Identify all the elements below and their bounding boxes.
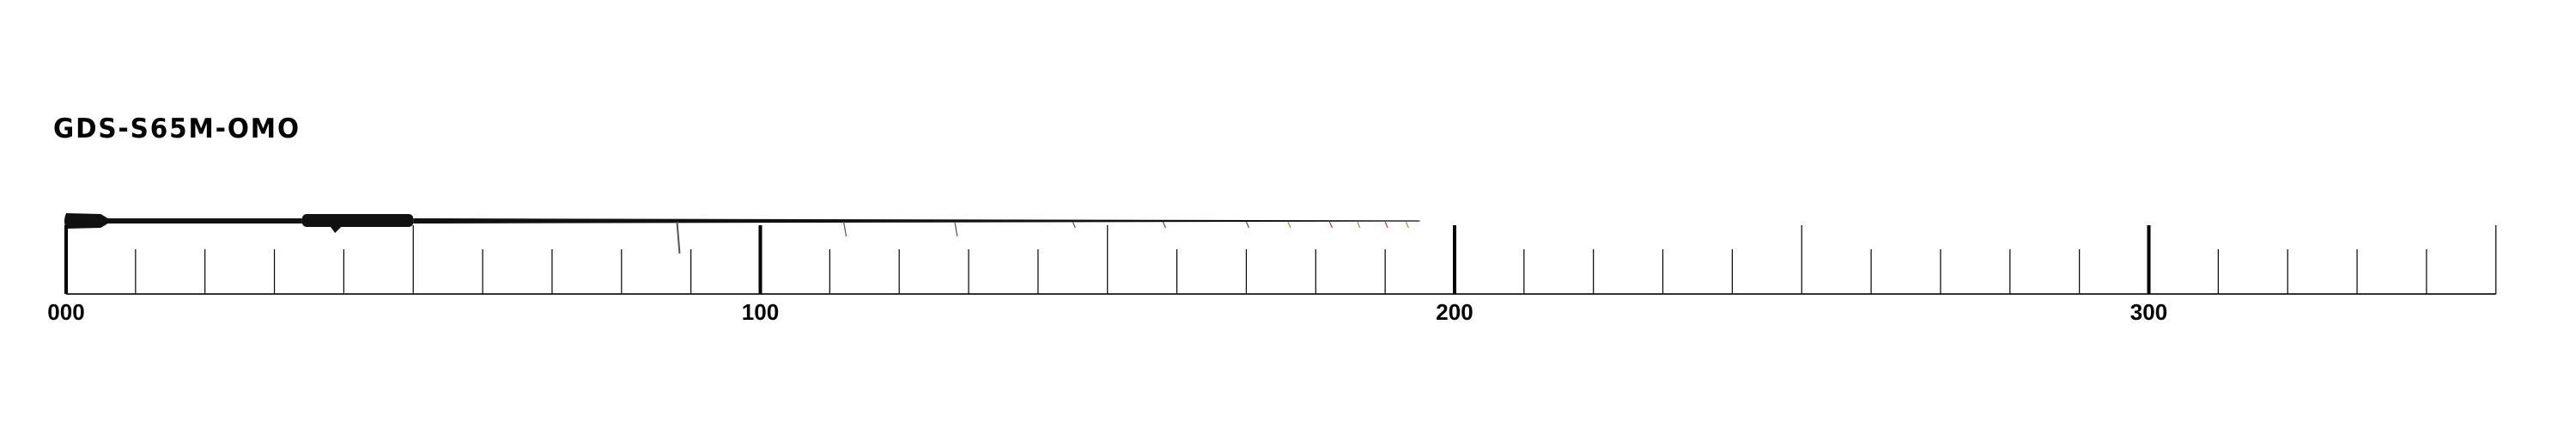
rod-guide [1245, 221, 1250, 229]
tick-label: 300 [2130, 299, 2167, 325]
rod-blank [413, 218, 1420, 224]
rod-guide [1384, 221, 1388, 229]
rod-guide [1357, 221, 1361, 229]
rod-guide [1405, 221, 1409, 229]
fishing-rod [64, 213, 1420, 254]
model-title: GDS-S65M-OMO [53, 113, 301, 144]
rod-guide [1287, 221, 1291, 229]
length-ruler: 000 100 200 300 [47, 225, 2497, 325]
rear-grip [64, 213, 302, 229]
reel-seat [301, 214, 414, 227]
rod-guide [842, 221, 848, 237]
rod-guide [1328, 221, 1334, 229]
tick-label: 000 [47, 299, 84, 325]
rod-guide [954, 221, 958, 237]
rod-guide [1072, 221, 1076, 229]
rod-guide [1162, 221, 1166, 229]
trigger [330, 226, 343, 233]
rod-guide [676, 221, 681, 254]
tick-label: 200 [1436, 299, 1473, 325]
tick-label: 100 [742, 299, 779, 325]
